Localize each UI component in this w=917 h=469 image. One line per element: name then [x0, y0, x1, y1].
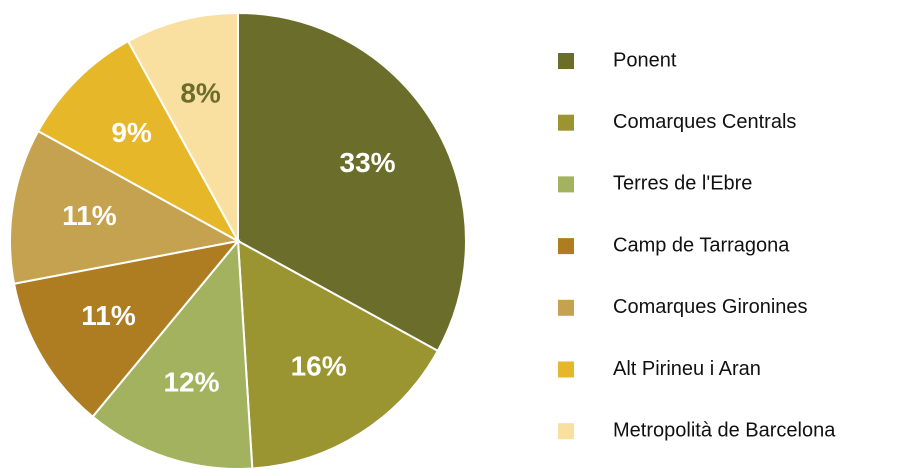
legend-swatch — [558, 114, 574, 131]
legend-swatch — [558, 176, 574, 193]
legend-swatch — [558, 299, 574, 316]
pie-slice — [126, 11, 239, 242]
slice-label: 11% — [62, 200, 117, 231]
slice-label: 8% — [180, 78, 221, 109]
legend-swatch — [558, 423, 574, 440]
slice-label: 33% — [340, 147, 396, 178]
pie-slice — [12, 239, 241, 419]
legend-label: Metropolità de Barcelona — [613, 419, 836, 441]
legend-label: Comarques Gironines — [613, 296, 808, 318]
pie-slice — [236, 239, 440, 469]
legend-label: Ponent — [613, 49, 677, 71]
legend-swatch — [558, 361, 574, 378]
pie-slice — [36, 39, 241, 244]
legend-swatch — [558, 53, 574, 69]
pie-slice — [9, 129, 241, 285]
legend-label: Comarques Centrals — [613, 111, 796, 133]
slice-label: 16% — [291, 350, 347, 381]
legend-label: Camp de Tarragona — [613, 234, 790, 256]
legend-label: Alt Pirineu i Aran — [613, 358, 761, 380]
legend-label: Terres de l'Ebre — [613, 173, 752, 195]
slice-label: 11% — [81, 300, 136, 331]
pie-slice — [237, 11, 467, 353]
slice-label: 12% — [163, 367, 219, 398]
legend-swatch — [558, 238, 574, 255]
slice-label: 9% — [111, 117, 152, 148]
